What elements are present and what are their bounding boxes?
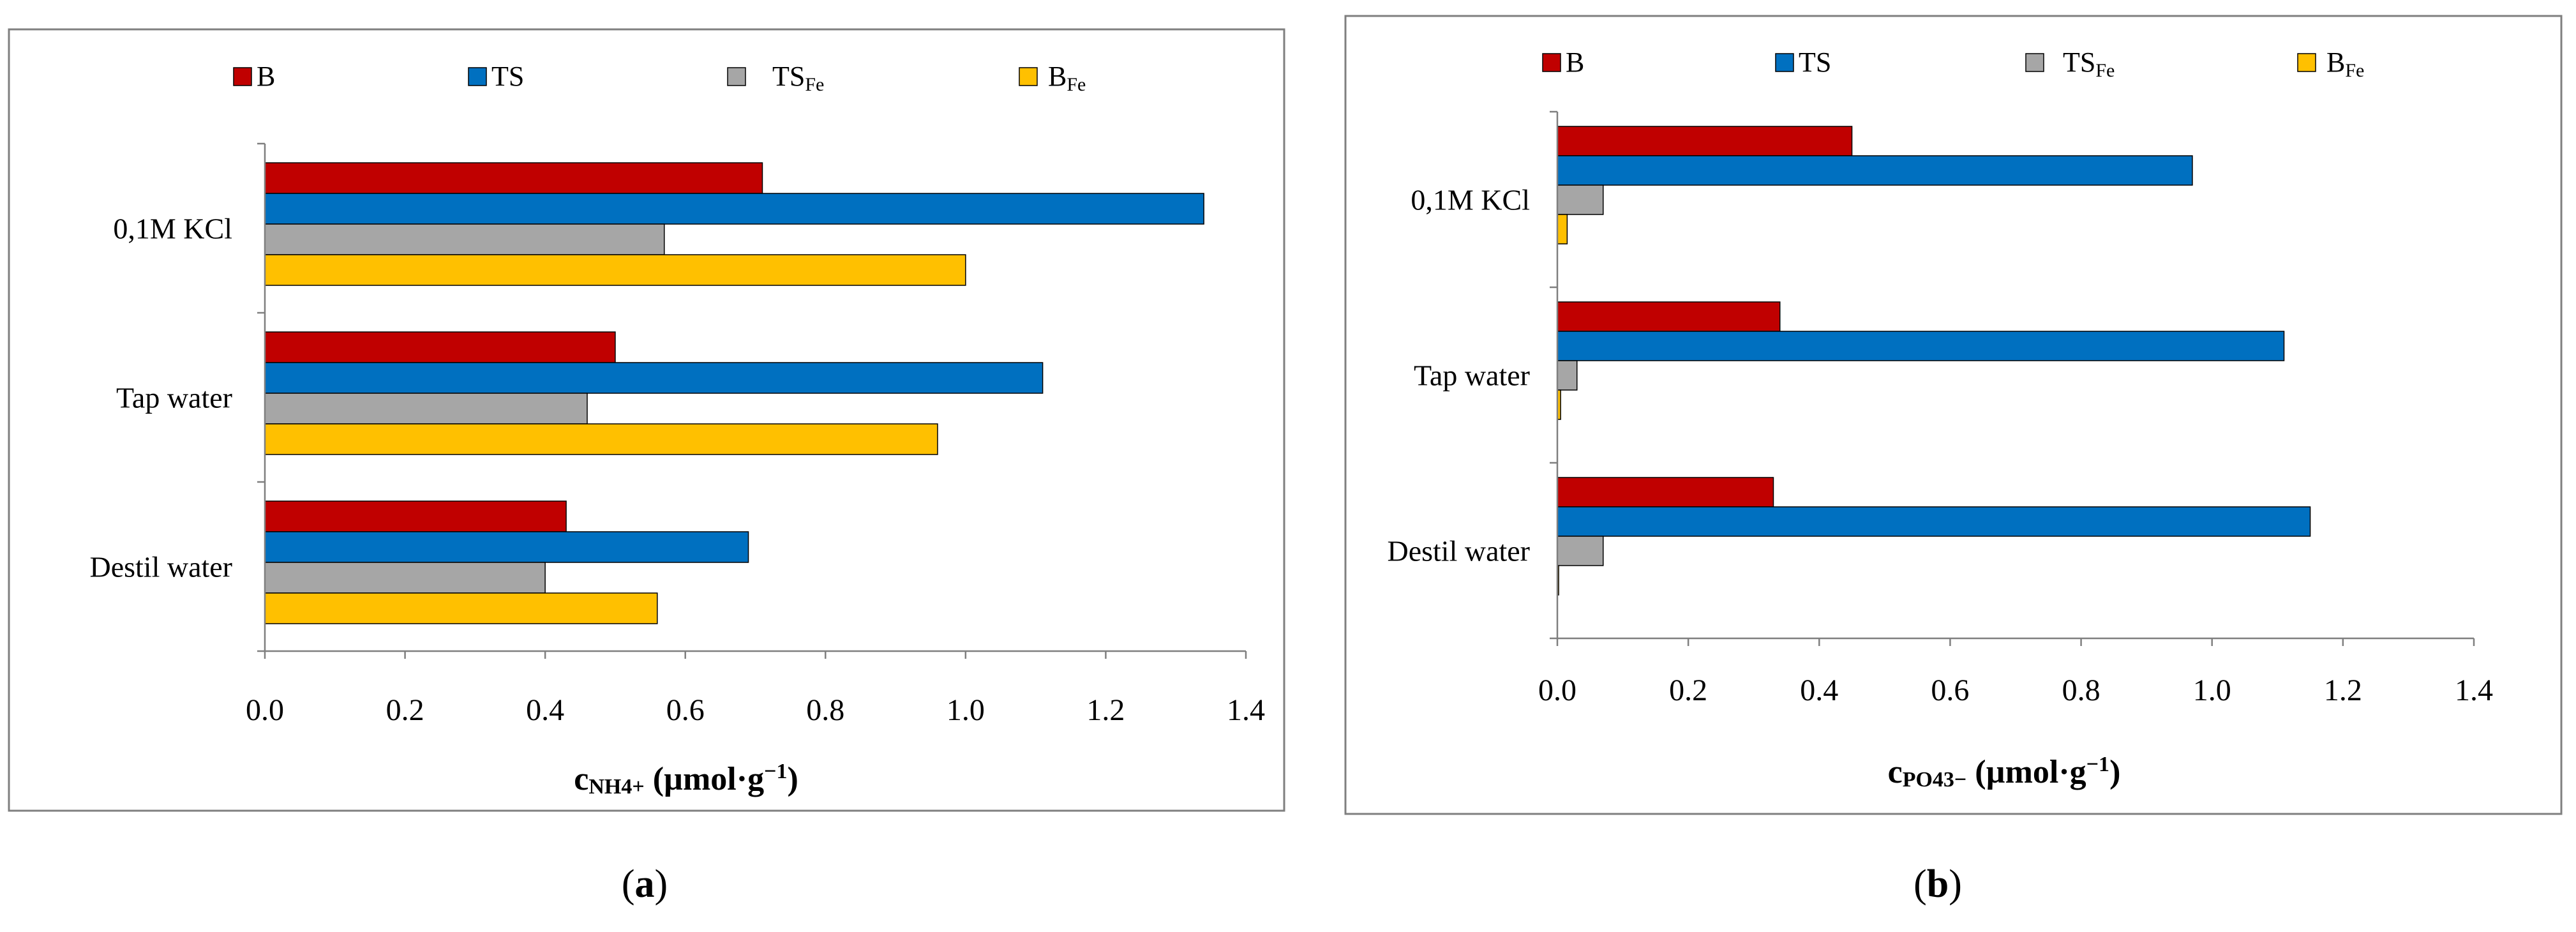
x-tick-label: 0.0 — [1538, 673, 1576, 707]
panel-b-chart: B TS TSFe BFe 0,1M KCl Tap water Destil wa… — [1344, 15, 2563, 906]
panel-b-frame — [1344, 15, 2563, 815]
x-tick-label: 1.4 — [1227, 693, 1265, 727]
legend-swatch-tsfe — [2025, 53, 2044, 72]
category-label-0-1m-kcl: 0,1M KCl — [1411, 184, 1530, 216]
x-tick-label: 0.8 — [806, 693, 844, 727]
legend-label-b: B — [257, 61, 275, 92]
bar-destil-water-ts — [264, 531, 749, 563]
legend-swatch-b — [1542, 53, 1561, 72]
bar-0-1m-kcl-b — [264, 162, 763, 194]
x-tick-label: 0.6 — [1931, 673, 1969, 707]
bar-0-1m-kcl-b — [1557, 126, 1853, 156]
bar-tap-water-b — [264, 331, 616, 363]
x-tick-label: 0.2 — [1669, 673, 1707, 707]
panel-a-plot: 0,1M KCl Tap water Destil water 0.0 0.2 0.4 0.… — [89, 142, 1265, 727]
legend-item-tsfe: TSFe — [727, 61, 824, 95]
panel-b-legend: B TS TSFe BFe — [1542, 47, 2364, 81]
legend-label-bfe: BFe — [2326, 47, 2364, 81]
legend-swatch-tsfe — [727, 67, 746, 86]
bar-tap-water-bfe — [264, 423, 938, 455]
x-tick-label: 0.8 — [2062, 673, 2100, 707]
bar-destil-water-b — [1557, 477, 1774, 507]
bar-0-1m-kcl-ts — [1557, 155, 2193, 186]
panel-a-legend: B TS TSFe BFe — [233, 61, 1086, 95]
legend-item-b: B — [1542, 47, 1584, 78]
legend-item-bfe: BFe — [1019, 61, 1086, 95]
bar-0-1m-kcl-bfe — [264, 254, 966, 286]
x-tick-label: 1.2 — [2324, 673, 2362, 707]
category-label-0-1m-kcl: 0,1M KCl — [113, 213, 232, 245]
panel-a-frame — [8, 28, 1285, 812]
bar-0-1m-kcl-ts — [264, 193, 1204, 225]
x-tick-label: 0.2 — [386, 693, 424, 727]
bar-tap-water-tsfe — [1557, 360, 1578, 391]
legend-label-ts: TS — [491, 61, 524, 92]
bar-destil-water-tsfe — [1557, 536, 1604, 566]
bar-0-1m-kcl-tsfe — [1557, 184, 1604, 215]
x-tick-label: 0.4 — [1800, 673, 1838, 707]
category-label-destil-water: Destil water — [1387, 535, 1530, 567]
bar-destil-water-bfe — [264, 592, 658, 624]
category-label-destil-water: Destil water — [89, 551, 232, 583]
legend-label-tsfe: TSFe — [772, 61, 824, 95]
legend-swatch-ts — [1775, 53, 1794, 72]
legend-item-b: B — [233, 61, 275, 92]
legend-item-ts: TS — [468, 61, 524, 92]
bar-0-1m-kcl-tsfe — [264, 223, 665, 255]
x-tick-label: 1.4 — [2455, 673, 2493, 707]
bar-destil-water-tsfe — [264, 562, 546, 594]
bar-tap-water-b — [1557, 301, 1781, 332]
bar-tap-water-ts — [1557, 331, 2285, 361]
legend-swatch-b — [233, 67, 252, 86]
bar-destil-water-b — [264, 500, 567, 532]
x-tick-label: 1.2 — [1086, 693, 1125, 727]
panel-a-x-axis-title: cNH4+ (µmol·g−1) — [574, 760, 798, 799]
legend-swatch-bfe — [1019, 67, 1038, 86]
x-tick-label: 1.0 — [947, 693, 985, 727]
bar-tap-water-tsfe — [264, 393, 588, 425]
legend-label-bfe: BFe — [1048, 61, 1086, 95]
x-tick-label: 0.0 — [246, 693, 284, 727]
x-tick-label: 1.0 — [2193, 673, 2231, 707]
panel-a-chart: B TS TSFe BFe 0,1M KCl Tap water Destil wa… — [8, 28, 1285, 906]
legend-label-ts: TS — [1799, 47, 1831, 78]
bar-0-1m-kcl-bfe — [1557, 214, 1568, 244]
legend-swatch-ts — [468, 67, 487, 86]
bar-destil-water-ts — [1557, 506, 2311, 537]
category-label-tap-water: Tap water — [1414, 359, 1530, 392]
bar-tap-water-ts — [264, 362, 1044, 394]
legend-label-tsfe: TSFe — [2063, 47, 2115, 81]
legend-swatch-bfe — [2297, 53, 2316, 72]
category-label-tap-water: Tap water — [116, 382, 232, 414]
panel-b-caption: (b) — [1913, 862, 1962, 906]
x-tick-label: 0.4 — [526, 693, 564, 727]
x-tick-label: 0.6 — [666, 693, 705, 727]
panel-a-caption: (a) — [622, 862, 668, 906]
legend-item-ts: TS — [1775, 47, 1831, 78]
panel-b-x-axis-title: cPO43− (µmol·g−1) — [1888, 753, 2121, 792]
legend-item-tsfe: TSFe — [2025, 47, 2115, 81]
legend-label-b: B — [1566, 47, 1584, 78]
panel-b-plot: 0,1M KCl Tap water Destil water 0.0 0.2 0.4 0.… — [1387, 110, 2493, 707]
legend-item-bfe: BFe — [2297, 47, 2364, 81]
